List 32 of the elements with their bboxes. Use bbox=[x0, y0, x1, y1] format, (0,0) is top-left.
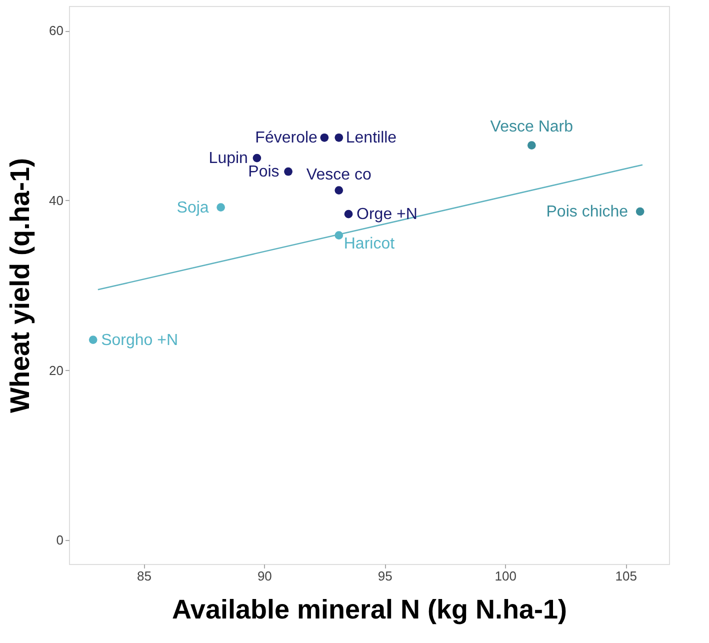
y-tick-label: 60 bbox=[49, 23, 64, 38]
y-tick-label: 40 bbox=[49, 192, 64, 208]
point bbox=[284, 167, 292, 176]
annotation: Haricot bbox=[344, 235, 396, 252]
point bbox=[88, 336, 98, 344]
x-tick-label: 95 bbox=[378, 568, 392, 584]
annotation: Pois bbox=[248, 164, 280, 181]
point bbox=[334, 186, 344, 194]
annotation: Féverole bbox=[255, 130, 318, 147]
annotation: Pois chiche bbox=[546, 204, 628, 221]
x-tick-label: 85 bbox=[136, 568, 152, 584]
point bbox=[636, 207, 644, 216]
point bbox=[527, 141, 536, 150]
x-tick-label: 105 bbox=[615, 568, 637, 584]
point bbox=[216, 203, 225, 212]
y-axis-title: Wheat yield (q.ha-1) bbox=[5, 158, 36, 414]
annotation: Soja bbox=[176, 199, 209, 216]
annotation: Lentille bbox=[346, 130, 397, 147]
x-tick-label: 90 bbox=[257, 568, 272, 584]
point bbox=[252, 154, 262, 162]
point bbox=[334, 133, 344, 142]
point bbox=[344, 210, 353, 218]
point bbox=[320, 133, 329, 142]
x-tick-label: 100 bbox=[494, 568, 516, 584]
annotation: Orge +N bbox=[356, 206, 418, 224]
annotation: Lupin bbox=[208, 150, 248, 168]
annotation: Vesce co bbox=[306, 166, 372, 184]
annotation: Sorgho +N bbox=[101, 332, 178, 349]
x-axis-title: Available mineral N (kg N.ha-1) bbox=[172, 594, 568, 624]
y-tick-label: 0 bbox=[56, 532, 64, 548]
y-tick-label: 20 bbox=[49, 362, 64, 378]
annotation: Vesce Narb bbox=[490, 118, 574, 136]
